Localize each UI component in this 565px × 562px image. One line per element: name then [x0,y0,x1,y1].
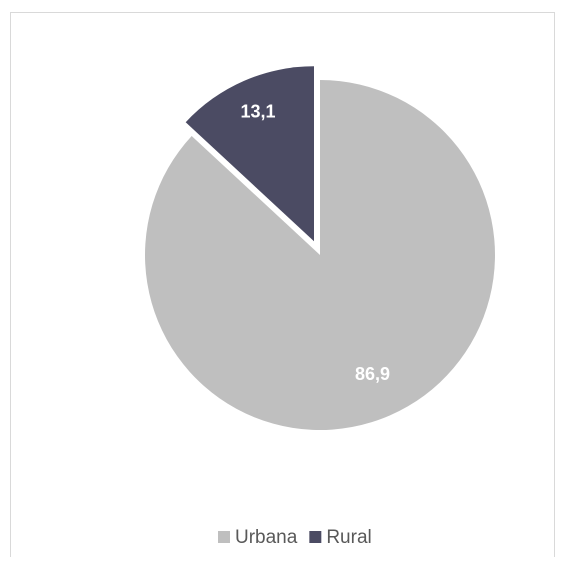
legend-text: Rural [326,527,371,548]
value-label: 86,9 [355,364,390,384]
pie-slice [185,66,314,242]
pie-slice [144,80,495,430]
legend-swatch [218,531,230,543]
legend-swatch [309,531,322,543]
legend-text: Urbana [235,527,298,548]
value-label: 13,1 [240,102,275,122]
